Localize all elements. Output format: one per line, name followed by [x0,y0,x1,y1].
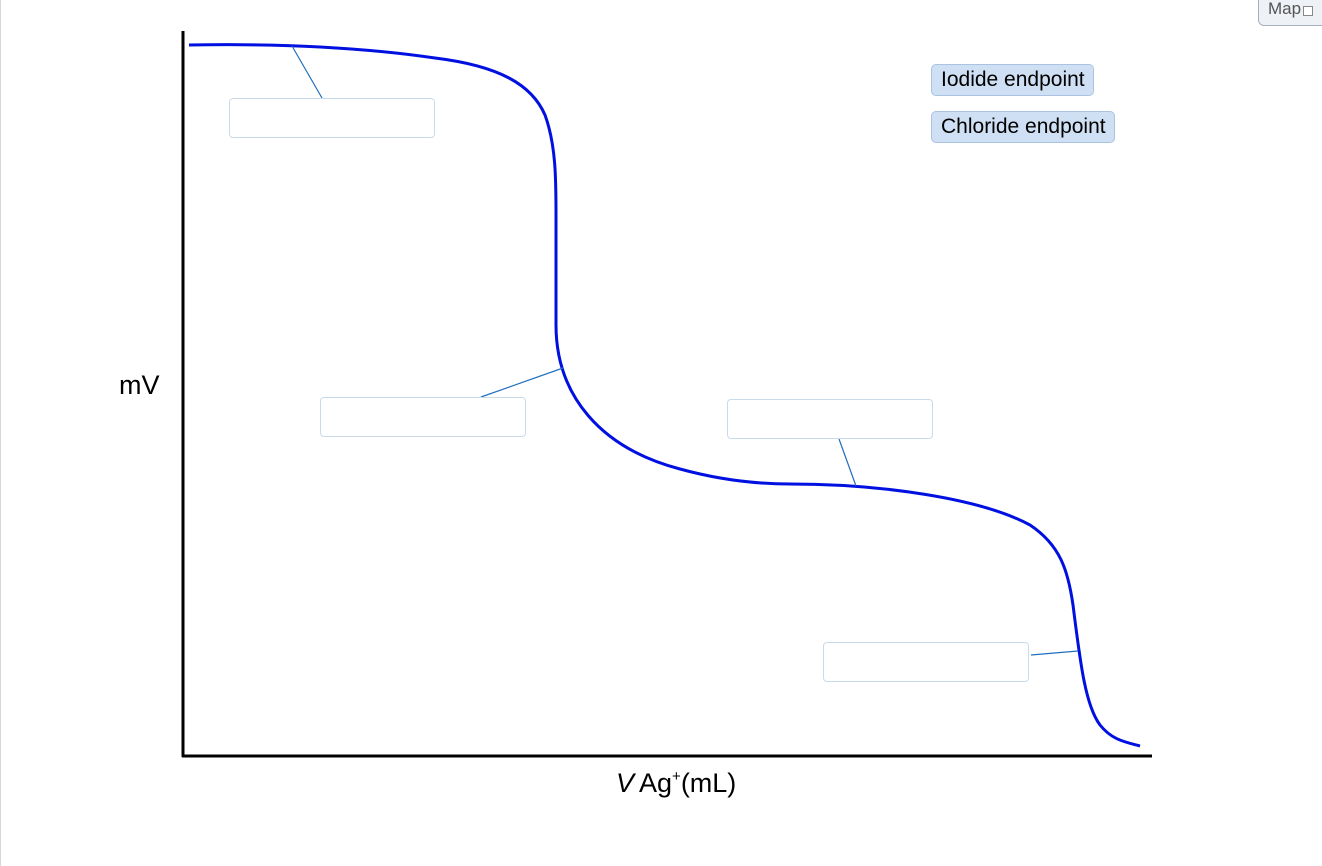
drop-zone-4[interactable] [823,642,1029,682]
map-toggle-icon [1303,6,1314,16]
drop-zone-1[interactable] [229,98,435,138]
left-border [0,0,1,866]
x-axis-label-unit: (mL) [680,768,737,798]
leader-line-4 [1030,650,1079,656]
choice-chloride-endpoint[interactable]: Chloride endpoint [931,111,1115,143]
drop-zone-3[interactable] [727,399,933,439]
x-axis-label-ion: Ag [639,768,673,798]
titration-curve [188,43,1141,748]
map-button-label: Map [1268,0,1302,18]
drop-zone-2[interactable] [320,397,526,437]
leader-line-1 [291,45,323,99]
leader-line-2 [480,367,564,398]
x-axis-label-charge: + [672,768,681,785]
x-axis-label: V Ag+(mL) [616,768,736,799]
y-axis-label: mV [119,370,160,400]
map-button[interactable]: Map [1258,0,1322,26]
choice-iodide-endpoint[interactable]: Iodide endpoint [931,64,1094,96]
leader-line-3 [838,438,857,487]
x-axis-label-variable: V [616,768,635,798]
